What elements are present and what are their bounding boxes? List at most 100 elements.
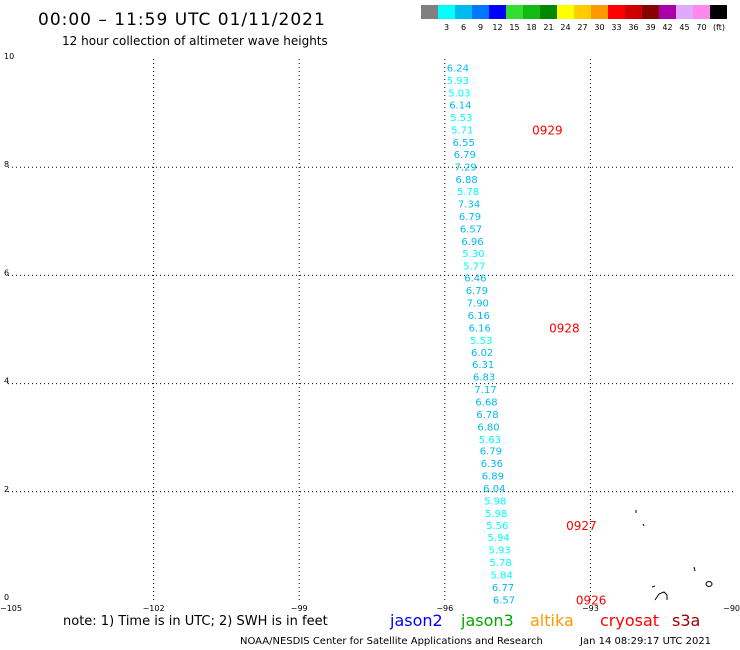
colorbar-swatch <box>557 5 574 19</box>
wave-height-value: 6.16 <box>468 311 490 322</box>
wave-height-value: 5.53 <box>470 336 492 347</box>
wave-height-value: 6.02 <box>471 348 493 359</box>
colorbar-label: 30 <box>594 23 604 32</box>
satellite-legend: jason2 jason3 altika cryosat s3a <box>389 611 700 630</box>
legend-jason3: jason3 <box>460 611 514 630</box>
colorbar-label: 70 <box>696 23 706 32</box>
chart-subtitle: 12 hour collection of altimeter wave hei… <box>62 34 328 48</box>
colorbar-label: 33 <box>611 23 621 32</box>
colorbar: 3 6 9 12 15 18 21 24 27 30 33 36 39 42 45 70 (ft) <box>421 5 727 32</box>
colorbar-label: 6 <box>461 23 466 32</box>
colorbar-swatch <box>421 5 438 19</box>
x-tick-label: −102 <box>143 604 165 613</box>
wave-height-value: 6.79 <box>466 286 488 297</box>
colorbar-swatch <box>625 5 642 19</box>
wave-height-value: 5.78 <box>457 187 479 198</box>
y-tick-label: 8 <box>4 160 9 169</box>
time-label: 0926 <box>576 593 607 607</box>
colorbar-label: 24 <box>560 23 570 32</box>
colorbar-swatch <box>455 5 472 19</box>
y-tick-label: 0 <box>4 593 9 602</box>
time-label: 0929 <box>532 123 563 137</box>
wave-height-value: 6.46 <box>464 274 486 285</box>
legend-jason2: jason2 <box>389 611 443 630</box>
colorbar-swatch <box>506 5 523 19</box>
wave-height-value: 6.14 <box>449 100 471 111</box>
wave-height-value: 5.98 <box>485 509 507 520</box>
colorbar-swatch <box>676 5 693 19</box>
x-tick-label: −93 <box>582 604 599 613</box>
wave-height-value: 6.79 <box>454 150 476 161</box>
colorbar-swatch <box>642 5 659 19</box>
wave-height-value: 7.17 <box>474 385 496 396</box>
wave-height-value: 6.68 <box>475 397 497 408</box>
time-labels: 0929 0928 0927 0926 <box>532 123 606 607</box>
x-tick-label: −99 <box>291 604 308 613</box>
colorbar-swatch <box>608 5 625 19</box>
wave-height-value: 7.34 <box>458 199 480 210</box>
wave-height-value: 6.80 <box>477 422 499 433</box>
wave-height-value: 5.77 <box>463 262 485 273</box>
units-note: note: 1) Time is in UTC; 2) SWH is in fe… <box>63 614 328 629</box>
wave-height-value: 6.36 <box>481 459 503 470</box>
wave-height-value: 5.93 <box>489 546 511 557</box>
wave-height-value: 5.63 <box>479 435 501 446</box>
wave-height-value: 6.78 <box>476 410 498 421</box>
time-label: 0927 <box>566 519 597 533</box>
colorbar-swatch <box>591 5 608 19</box>
colorbar-swatch <box>472 5 489 19</box>
wave-height-value: 5.71 <box>451 125 473 136</box>
y-tick-label: 2 <box>4 485 9 494</box>
footer-credit: NOAA/NESDIS Center for Satellite Applica… <box>240 636 543 647</box>
coastline-islands <box>635 510 713 601</box>
colorbar-unit: (ft) <box>713 23 725 32</box>
y-tick-label: 4 <box>4 377 9 386</box>
colorbar-label: 45 <box>679 23 689 32</box>
wave-height-value: 5.30 <box>462 249 484 260</box>
wave-height-value: 5.78 <box>489 558 511 569</box>
wave-height-value: 6.24 <box>447 64 469 75</box>
colorbar-label: 15 <box>509 23 519 32</box>
y-tick-label: 10 <box>4 52 14 61</box>
colorbar-swatch <box>710 5 727 19</box>
wave-height-value: 7.29 <box>455 163 477 174</box>
colorbar-swatch <box>523 5 540 19</box>
time-label: 0928 <box>549 321 580 335</box>
legend-altika: altika <box>530 611 574 630</box>
colorbar-swatch <box>574 5 591 19</box>
wave-height-value: 6.79 <box>459 212 481 223</box>
colorbar-label: 27 <box>577 23 587 32</box>
colorbar-swatch <box>438 5 455 19</box>
wave-height-value: 6.57 <box>460 224 482 235</box>
colorbar-label: 21 <box>543 23 553 32</box>
wave-height-value: 5.03 <box>448 89 470 100</box>
wave-height-value: 6.89 <box>482 472 504 483</box>
colorbar-label: 18 <box>526 23 536 32</box>
x-tick-label: −96 <box>436 604 453 613</box>
wave-height-value: 6.16 <box>469 323 491 334</box>
legend-cryosat: cryosat <box>600 611 659 630</box>
colorbar-swatch <box>659 5 676 19</box>
wave-height-values: 6.245.935.036.145.535.716.556.797.296.88… <box>447 64 515 607</box>
colorbar-label: 42 <box>662 23 672 32</box>
wave-height-value: 6.04 <box>483 484 505 495</box>
footer-timestamp: Jan 14 08:29:17 UTC 2021 <box>579 636 711 647</box>
y-tick-label: 6 <box>4 268 9 277</box>
colorbar-swatch <box>489 5 506 19</box>
x-tick-label: −105 <box>0 604 22 613</box>
wave-height-value: 6.57 <box>493 595 515 606</box>
colorbar-label: 3 <box>444 23 449 32</box>
wave-height-value: 5.94 <box>488 533 510 544</box>
wave-height-value: 5.98 <box>484 496 506 507</box>
wave-height-value: 6.31 <box>472 360 494 371</box>
wave-height-value: 6.77 <box>492 583 514 594</box>
wave-height-value: 5.93 <box>447 76 469 87</box>
colorbar-label: 36 <box>628 23 638 32</box>
axis-ticks: −105 −102 −99 −96 −93 −90 0 2 4 6 8 10 <box>0 52 740 613</box>
wave-height-value: 6.55 <box>453 138 475 149</box>
colorbar-label: 9 <box>478 23 483 32</box>
colorbar-label: 12 <box>492 23 502 32</box>
wave-height-value: 6.96 <box>461 237 483 248</box>
wave-height-value: 6.79 <box>480 447 502 458</box>
